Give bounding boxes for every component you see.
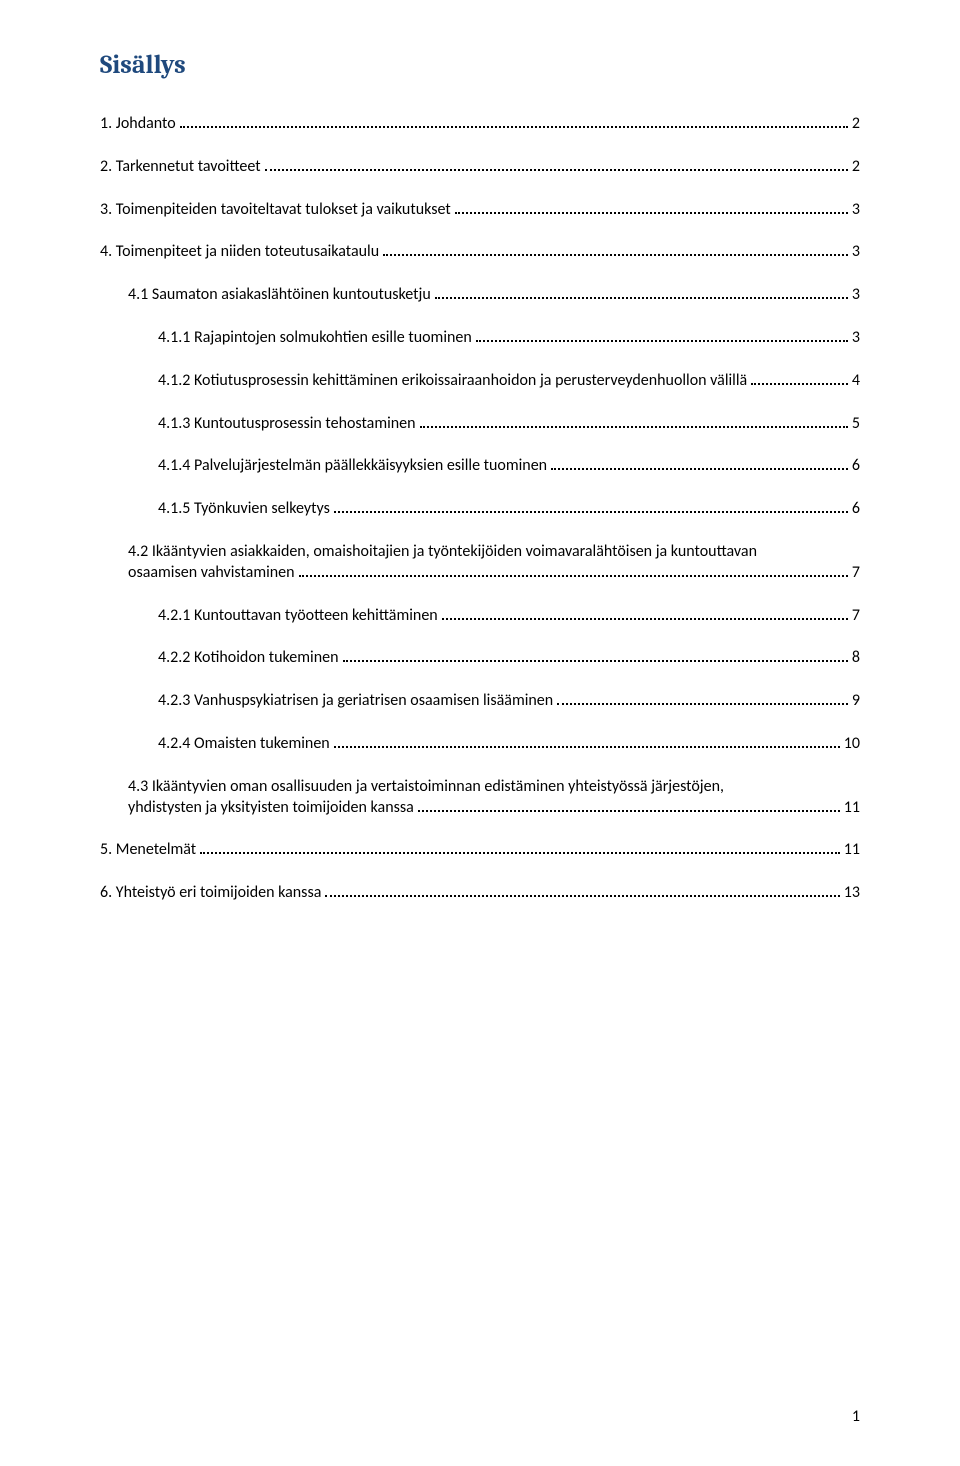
toc-dots [476, 340, 848, 342]
toc-page: 3 [852, 200, 860, 221]
toc-page: 7 [852, 606, 860, 627]
toc-entry[interactable]: 6. Yhteistyö eri toimijoiden kanssa 13 [100, 883, 860, 904]
toc-page: 11 [844, 798, 860, 819]
toc-dots [299, 575, 848, 577]
toc-page: 4 [852, 371, 860, 392]
toc-entry[interactable]: 4.3 Ikääntyvien oman osallisuuden ja ver… [128, 777, 860, 819]
toc-dots [200, 852, 840, 854]
toc-page: 3 [852, 285, 860, 306]
toc-page: 2 [852, 114, 860, 135]
toc-text: 4.2.1 Kuntouttavan työotteen kehittämine… [158, 606, 438, 627]
toc-page: 9 [852, 691, 860, 712]
toc-entry[interactable]: 4.1.2 Kotiutusprosessin kehittäminen eri… [158, 371, 860, 392]
toc-page: 3 [852, 242, 860, 263]
toc-dots [442, 618, 848, 620]
toc-text: osaamisen vahvistaminen [128, 563, 295, 584]
toc-text: 4.1.4 Palvelujärjestelmän päällekkäisyyk… [158, 456, 547, 477]
toc-entry[interactable]: 4.2.4 Omaisten tukeminen 10 [158, 734, 860, 755]
toc-dots [751, 383, 848, 385]
toc-text: yhdistysten ja yksityisten toimijoiden k… [128, 798, 414, 819]
toc-page: 13 [844, 883, 860, 904]
toc-page: 6 [852, 499, 860, 520]
page-number: 1 [852, 1407, 860, 1426]
toc-dots [334, 746, 840, 748]
toc-entry[interactable]: 4.1.5 Työnkuvien selkeytys 6 [158, 499, 860, 520]
toc-entry[interactable]: 4. Toimenpiteet ja niiden toteutusaikata… [100, 242, 860, 263]
toc-dots [343, 660, 848, 662]
toc-text: 6. Yhteistyö eri toimijoiden kanssa [100, 883, 321, 904]
toc-entry[interactable]: 4.1.3 Kuntoutusprosessin tehostaminen 5 [158, 414, 860, 435]
toc-title: Sisällys [100, 50, 860, 80]
toc-entry[interactable]: 5. Menetelmät 11 [100, 840, 860, 861]
toc-dots [418, 810, 840, 812]
toc-dots [435, 297, 848, 299]
toc-text: 4.3 Ikääntyvien oman osallisuuden ja ver… [128, 777, 860, 798]
toc-page: 2 [852, 157, 860, 178]
toc-dots [420, 426, 848, 428]
toc-entry[interactable]: 4.2.1 Kuntouttavan työotteen kehittämine… [158, 606, 860, 627]
toc-text: 2. Tarkennetut tavoitteet [100, 157, 261, 178]
toc-text: 4.2.3 Vanhuspsykiatrisen ja geriatrisen … [158, 691, 553, 712]
toc-dots [551, 468, 848, 470]
toc-page: 11 [844, 840, 860, 861]
toc-text: 4.1.1 Rajapintojen solmukohtien esille t… [158, 328, 472, 349]
toc-page: 8 [852, 648, 860, 669]
toc-text: 4. Toimenpiteet ja niiden toteutusaikata… [100, 242, 379, 263]
toc-dots [334, 511, 848, 513]
toc-dots [455, 212, 848, 214]
toc-dots [180, 126, 848, 128]
toc-entry[interactable]: 4.1 Saumaton asiakaslähtöinen kuntoutusk… [128, 285, 860, 306]
toc-text: 4.1.2 Kotiutusprosessin kehittäminen eri… [158, 371, 747, 392]
toc-entry[interactable]: 1. Johdanto 2 [100, 114, 860, 135]
toc-text: 4.1.5 Työnkuvien selkeytys [158, 499, 330, 520]
toc-text: 5. Menetelmät [100, 840, 196, 861]
toc-list: 1. Johdanto 2 2. Tarkennetut tavoitteet 2 3.… [100, 114, 860, 904]
toc-text: 4.2.2 Kotihoidon tukeminen [158, 648, 339, 669]
toc-dots [383, 254, 848, 256]
toc-text: 1. Johdanto [100, 114, 176, 135]
toc-text: 4.1 Saumaton asiakaslähtöinen kuntoutusk… [128, 285, 431, 306]
toc-entry[interactable]: 4.2 Ikääntyvien asiakkaiden, omaishoitaj… [128, 542, 860, 584]
toc-page: 6 [852, 456, 860, 477]
toc-entry[interactable]: 3. Toimenpiteiden tavoiteltavat tulokset… [100, 200, 860, 221]
toc-entry[interactable]: 4.1.4 Palvelujärjestelmän päällekkäisyyk… [158, 456, 860, 477]
toc-text: 4.1.3 Kuntoutusprosessin tehostaminen [158, 414, 416, 435]
toc-entry[interactable]: 2. Tarkennetut tavoitteet 2 [100, 157, 860, 178]
toc-entry[interactable]: 4.2.2 Kotihoidon tukeminen 8 [158, 648, 860, 669]
toc-text: 3. Toimenpiteiden tavoiteltavat tulokset… [100, 200, 451, 221]
toc-dots [265, 169, 848, 171]
toc-dots [557, 703, 848, 705]
toc-dots [325, 895, 839, 897]
toc-text: 4.2 Ikääntyvien asiakkaiden, omaishoitaj… [128, 542, 860, 563]
toc-text: 4.2.4 Omaisten tukeminen [158, 734, 330, 755]
toc-page: 10 [844, 734, 860, 755]
toc-entry[interactable]: 4.2.3 Vanhuspsykiatrisen ja geriatrisen … [158, 691, 860, 712]
toc-entry[interactable]: 4.1.1 Rajapintojen solmukohtien esille t… [158, 328, 860, 349]
toc-page: 3 [852, 328, 860, 349]
toc-page: 5 [852, 414, 860, 435]
toc-page: 7 [852, 563, 860, 584]
